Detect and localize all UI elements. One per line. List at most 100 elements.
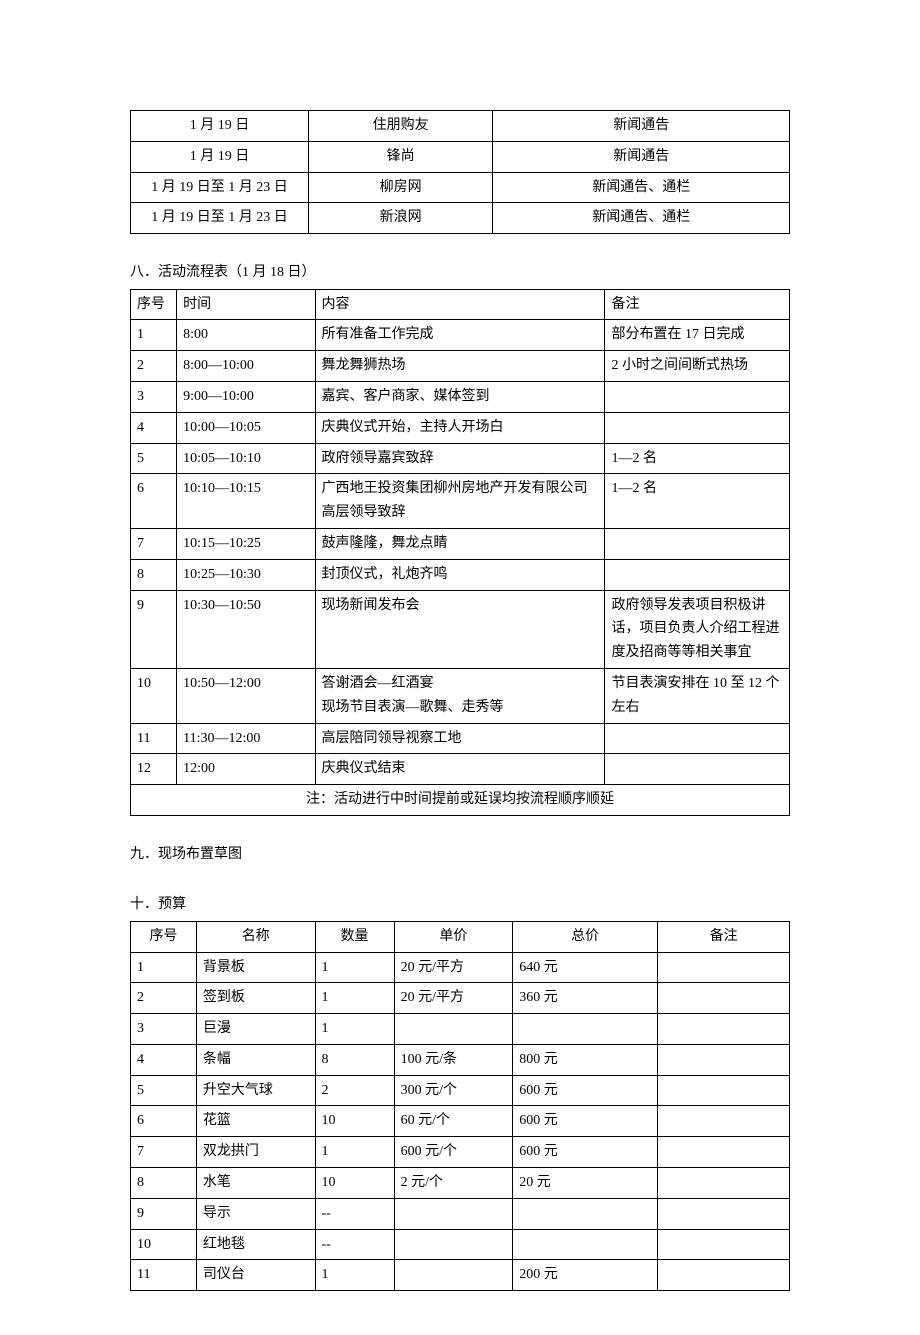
table-cell: 640 元 — [513, 952, 658, 983]
table-cell: 4 — [131, 412, 177, 443]
table-cell: 节目表演安排在 10 至 12 个左右 — [605, 668, 790, 723]
table-header-cell: 序号 — [131, 289, 177, 320]
table-row: 8水笔102 元/个20 元 — [131, 1168, 790, 1199]
table-cell: 1 — [131, 320, 177, 351]
table-cell: 100 元/条 — [394, 1044, 513, 1075]
table-cell: -- — [315, 1198, 394, 1229]
table-row: 11司仪台1200 元 — [131, 1260, 790, 1291]
table-cell: 6 — [131, 474, 177, 529]
table-row: 28:00—10:00舞龙舞狮热场2 小时之间间断式热场 — [131, 351, 790, 382]
table-footnote-row: 注：活动进行中时间提前或延误均按流程顺序顺延 — [131, 785, 790, 816]
table-cell — [658, 983, 790, 1014]
table-cell: 新闻通告、通栏 — [493, 172, 790, 203]
table-row: 510:05—10:10政府领导嘉宾致辞1—2 名 — [131, 443, 790, 474]
table-cell: 1 — [315, 1014, 394, 1045]
table-cell: 20 元/平方 — [394, 983, 513, 1014]
table-cell — [658, 1014, 790, 1045]
table-header-cell: 总价 — [513, 921, 658, 952]
table-row: 1 月 19 日锋尚新闻通告 — [131, 141, 790, 172]
table-header-cell: 备注 — [658, 921, 790, 952]
table-cell: 600 元 — [513, 1106, 658, 1137]
table-cell: 答谢酒会—红酒宴 现场节目表演—歌舞、走秀等 — [315, 668, 605, 723]
table-cell: 导示 — [196, 1198, 315, 1229]
table-cell: 8 — [131, 1168, 197, 1199]
table-cell — [513, 1014, 658, 1045]
table-cell: 2 — [315, 1075, 394, 1106]
table-row: 1010:50—12:00答谢酒会—红酒宴 现场节目表演—歌舞、走秀等节目表演安… — [131, 668, 790, 723]
table-cell — [658, 1229, 790, 1260]
table-cell: 10 — [315, 1106, 394, 1137]
table-cell: 800 元 — [513, 1044, 658, 1075]
section-8-title: 八．活动流程表（1 月 18 日） — [130, 262, 790, 284]
table-cell: 11:30—12:00 — [177, 723, 315, 754]
table-header-cell: 单价 — [394, 921, 513, 952]
table-cell: 1—2 名 — [605, 474, 790, 529]
section-10-title: 十．预算 — [130, 894, 790, 916]
table-cell: 升空大气球 — [196, 1075, 315, 1106]
table-cell — [658, 1044, 790, 1075]
table-cell: -- — [315, 1229, 394, 1260]
table-cell: 所有准备工作完成 — [315, 320, 605, 351]
table-cell — [658, 1075, 790, 1106]
table-cell: 1 月 19 日至 1 月 23 日 — [131, 203, 309, 234]
table-row: 3巨漫1 — [131, 1014, 790, 1045]
table-row: 1 月 19 日至 1 月 23 日新浪网新闻通告、通栏 — [131, 203, 790, 234]
table-cell: 锋尚 — [308, 141, 493, 172]
table-cell: 20 元 — [513, 1168, 658, 1199]
table-cell: 1 月 19 日 — [131, 111, 309, 142]
table-cell — [605, 559, 790, 590]
table-cell: 1 — [131, 952, 197, 983]
table-cell: 1 月 19 日 — [131, 141, 309, 172]
table-cell: 1 — [315, 952, 394, 983]
table-cell: 4 — [131, 1044, 197, 1075]
table-cell: 签到板 — [196, 983, 315, 1014]
table-cell: 巨漫 — [196, 1014, 315, 1045]
table-cell: 1 月 19 日至 1 月 23 日 — [131, 172, 309, 203]
table-cell: 水笔 — [196, 1168, 315, 1199]
table-cell: 政府领导嘉宾致辞 — [315, 443, 605, 474]
table-cell: 庆典仪式开始，主持人开场白 — [315, 412, 605, 443]
table-cell — [658, 1106, 790, 1137]
table-row: 910:30—10:50现场新闻发布会政府领导发表项目积极讲话，项目负责人介绍工… — [131, 590, 790, 668]
table-cell: 11 — [131, 1260, 197, 1291]
table-row: 810:25—10:30封顶仪式，礼炮齐鸣 — [131, 559, 790, 590]
table-cell: 9:00—10:00 — [177, 381, 315, 412]
table-cell: 花篮 — [196, 1106, 315, 1137]
table-cell: 8:00—10:00 — [177, 351, 315, 382]
table-cell: 5 — [131, 443, 177, 474]
table-cell: 10:00—10:05 — [177, 412, 315, 443]
table-cell: 9 — [131, 590, 177, 668]
table-cell — [394, 1229, 513, 1260]
table-cell: 10:30—10:50 — [177, 590, 315, 668]
table-cell — [605, 528, 790, 559]
table-cell: 1 — [315, 983, 394, 1014]
table-cell: 2 — [131, 983, 197, 1014]
table-row: 4条幅8100 元/条800 元 — [131, 1044, 790, 1075]
table-row: 5升空大气球2300 元/个600 元 — [131, 1075, 790, 1106]
table-cell: 20 元/平方 — [394, 952, 513, 983]
table-header-cell: 数量 — [315, 921, 394, 952]
table-cell: 1 — [315, 1260, 394, 1291]
table-cell: 司仪台 — [196, 1260, 315, 1291]
table-row: 1111:30—12:00高层陪同领导视察工地 — [131, 723, 790, 754]
table-cell: 360 元 — [513, 983, 658, 1014]
table-row: 710:15—10:25鼓声隆隆，舞龙点睛 — [131, 528, 790, 559]
table-cell: 1—2 名 — [605, 443, 790, 474]
table-cell: 11 — [131, 723, 177, 754]
table-cell: 部分布置在 17 日完成 — [605, 320, 790, 351]
table-row: 410:00—10:05庆典仪式开始，主持人开场白 — [131, 412, 790, 443]
table-cell: 封顶仪式，礼炮齐鸣 — [315, 559, 605, 590]
table-cell: 广西地王投资集团柳州房地产开发有限公司高层领导致辞 — [315, 474, 605, 529]
table-cell: 鼓声隆隆，舞龙点睛 — [315, 528, 605, 559]
table-cell: 新浪网 — [308, 203, 493, 234]
table-cell: 10:50—12:00 — [177, 668, 315, 723]
table-cell: 3 — [131, 381, 177, 412]
table-row: 1背景板120 元/平方640 元 — [131, 952, 790, 983]
table-cell — [605, 754, 790, 785]
table-cell — [513, 1198, 658, 1229]
table-cell — [394, 1014, 513, 1045]
table-header-cell: 时间 — [177, 289, 315, 320]
table-cell: 600 元 — [513, 1075, 658, 1106]
table-cell: 条幅 — [196, 1044, 315, 1075]
table-cell: 2 元/个 — [394, 1168, 513, 1199]
